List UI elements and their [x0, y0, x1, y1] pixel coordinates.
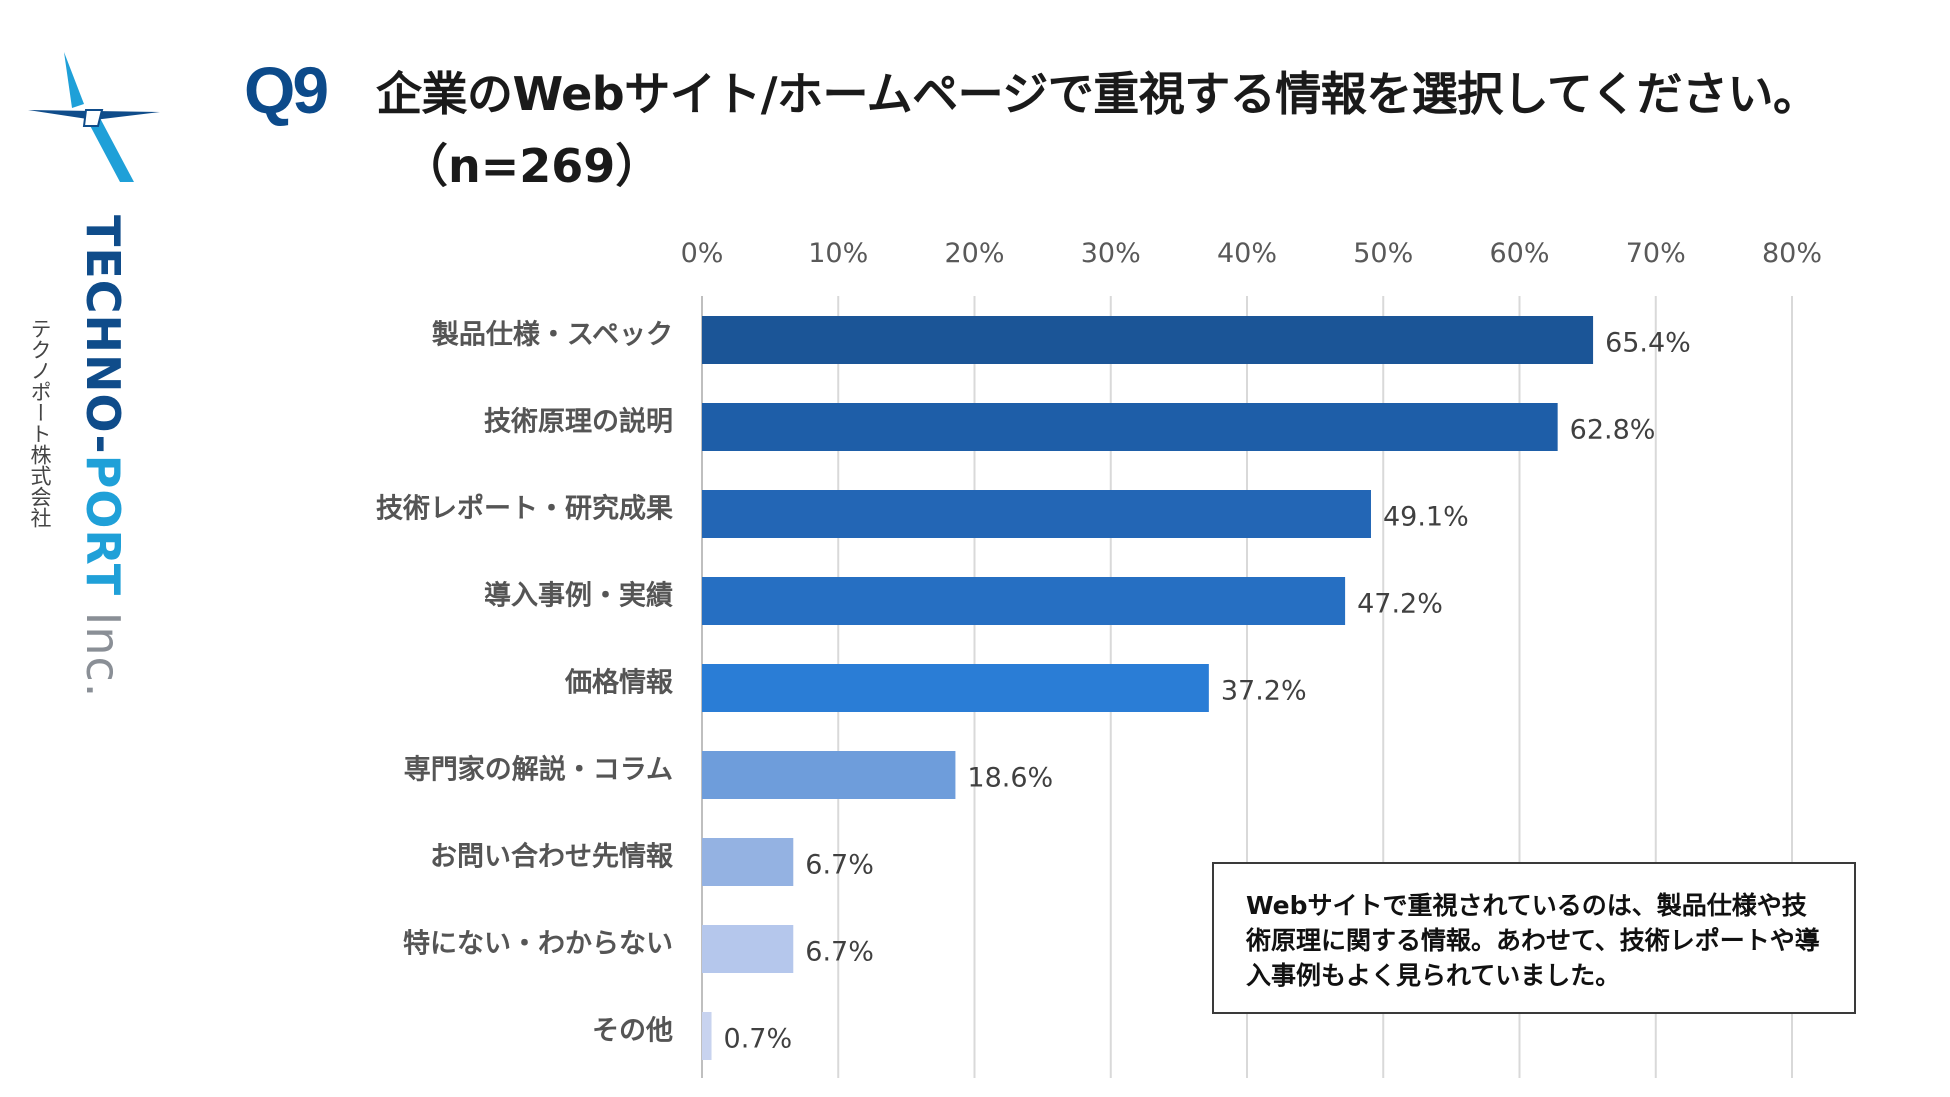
bar-2 — [702, 403, 1558, 451]
category-label: 製品仕様・スペック — [432, 320, 673, 351]
bar-4 — [702, 577, 1346, 625]
bar-3 — [702, 490, 1371, 538]
question-number: Q9 — [244, 53, 329, 127]
category-label: 価格情報 — [564, 668, 674, 699]
data-label: 47.2% — [1357, 589, 1443, 620]
x-tick-label: 80% — [1762, 238, 1822, 269]
category-label: 技術レポート・研究成果 — [376, 493, 673, 525]
category-label: 技術原理の説明 — [484, 406, 673, 438]
bar-1 — [702, 316, 1594, 364]
brand-name-jp: テクノポート株式会社 — [28, 318, 52, 528]
category-label: 導入事例・実績 — [484, 580, 673, 612]
category-label: 専門家の解説・コラム — [404, 754, 673, 786]
category-label: その他 — [592, 1016, 673, 1047]
summary-note: Webサイトで重視されているのは、製品仕様や技術原理に関する情報。あわせて、技術… — [1212, 862, 1856, 1014]
company-logo-icon — [28, 52, 160, 182]
category-label: お問い合わせ先情報 — [430, 841, 674, 873]
category-label: 特にない・わからない — [403, 929, 673, 960]
data-label: 65.4% — [1605, 328, 1691, 359]
x-tick-label: 30% — [1081, 238, 1141, 269]
bar-5 — [702, 664, 1209, 712]
question-title: 企業のWebサイト/ホームページで重視する情報を選択してください。 — [376, 67, 1819, 121]
data-label: 6.7% — [805, 937, 874, 968]
x-tick-label: 0% — [681, 238, 724, 269]
bar-8 — [702, 925, 794, 973]
x-tick-label: 10% — [808, 238, 868, 269]
x-tick-label: 70% — [1626, 238, 1686, 269]
question-sample-size: （n=269） — [402, 139, 662, 193]
bar-9 — [702, 1012, 712, 1060]
x-tick-label: 50% — [1353, 238, 1413, 269]
data-label: 62.8% — [1570, 415, 1656, 446]
bar-6 — [702, 751, 956, 799]
data-label: 37.2% — [1221, 676, 1307, 707]
data-label: 18.6% — [967, 763, 1053, 794]
bar-7 — [702, 838, 794, 886]
x-tick-label: 60% — [1489, 238, 1549, 269]
x-tick-label: 40% — [1217, 238, 1277, 269]
x-tick-label: 20% — [944, 238, 1004, 269]
data-label: 6.7% — [805, 850, 874, 881]
data-label: 0.7% — [724, 1024, 793, 1055]
data-label: 49.1% — [1383, 502, 1469, 533]
